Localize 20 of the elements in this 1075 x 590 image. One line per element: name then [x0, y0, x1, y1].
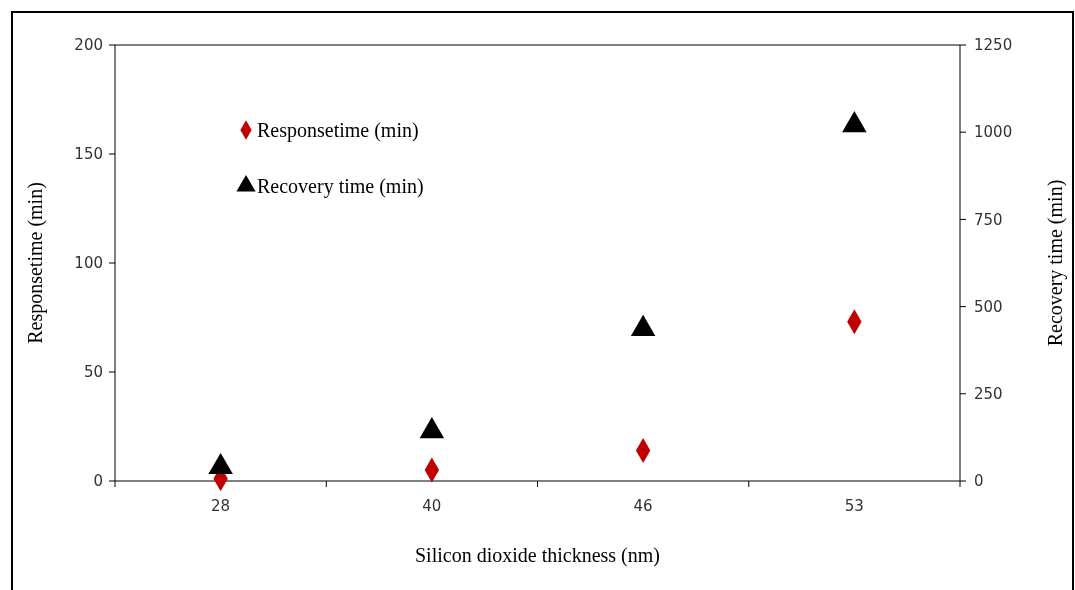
y2-tick-label: 750 — [974, 210, 1003, 229]
x-tick-label: 40 — [422, 497, 442, 515]
y-axis-title: Responsetime (min) — [24, 182, 47, 344]
legend-label: Recovery time (min) — [257, 175, 424, 198]
y-tick-label: 0 — [93, 472, 103, 491]
y2-axis-title: Recovery time (min) — [1044, 179, 1067, 347]
y2-tick-label: 0 — [974, 472, 984, 491]
y2-tick-label: 1250 — [974, 36, 1013, 55]
x-tick-label: 28 — [211, 497, 231, 515]
y2-tick-label: 1000 — [974, 123, 1013, 142]
y2-tick-label: 250 — [974, 385, 1003, 404]
x-axis-title: Silicon dioxide thickness (nm) — [415, 544, 660, 567]
x-tick-label: 46 — [633, 497, 653, 515]
legend-label: Responsetime (min) — [257, 119, 419, 142]
y-tick-label: 200 — [74, 36, 103, 55]
y-tick-label: 100 — [74, 254, 103, 273]
y2-tick-label: 500 — [974, 297, 1003, 316]
x-tick-label: 53 — [844, 497, 864, 515]
y-tick-label: 50 — [83, 363, 103, 382]
y-tick-label: 150 — [74, 145, 103, 164]
